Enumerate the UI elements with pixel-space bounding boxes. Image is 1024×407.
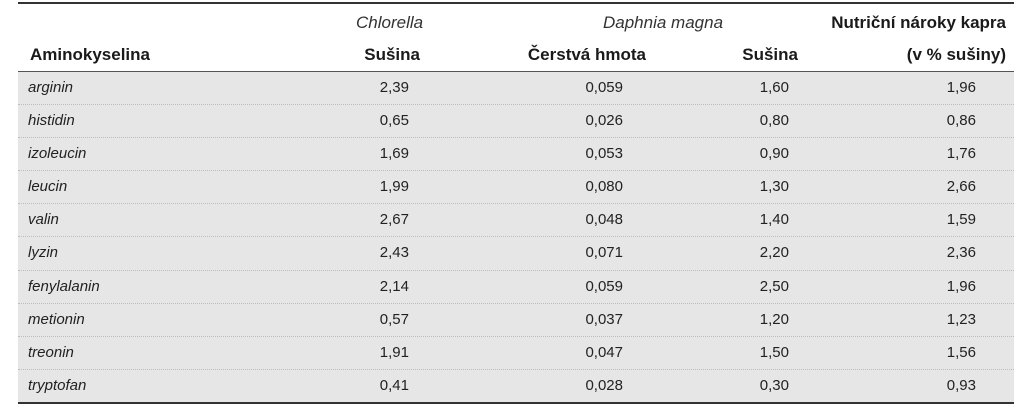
- daphnia-dry-value: 0,30: [759, 376, 789, 394]
- chlorella-dry-value: 0,41: [379, 376, 409, 394]
- daphnia-fresh-value: 0,048: [585, 211, 623, 229]
- carp-needs-value: 2,66: [946, 178, 976, 196]
- daphnia-dry-value: 0,80: [759, 112, 789, 130]
- daphnia-dry-value: 1,50: [759, 343, 789, 361]
- daphnia-fresh-value: 0,047: [585, 343, 623, 361]
- daphnia-dry-value: 2,50: [759, 277, 789, 295]
- chlorella-dry-value: 2,39: [379, 79, 409, 96]
- amino-acid-name: izoleucin: [28, 145, 87, 163]
- header-daphnia-dry: Sušina: [742, 45, 798, 64]
- chlorella-dry-value: 0,57: [379, 310, 409, 328]
- daphnia-fresh-value: 0,059: [585, 277, 623, 295]
- table-row: leucin 1,99 0,080 1,30 2,66: [18, 171, 1014, 205]
- header-group-chlorella: Chlorella: [356, 13, 424, 32]
- chlorella-dry-value: 2,14: [379, 277, 409, 295]
- amino-acid-name: fenylalanin: [28, 277, 100, 295]
- carp-needs-value: 1,59: [946, 211, 976, 229]
- table-bottom-rule: [18, 401, 1014, 404]
- header-group-daphnia: Daphnia magna: [603, 13, 724, 32]
- amino-acid-name: tryptofan: [28, 376, 87, 394]
- daphnia-fresh-value: 0,037: [585, 310, 623, 328]
- amino-acid-table: Chlorella Daphnia magna Nutriční nároky …: [18, 2, 1014, 404]
- amino-acid-name: histidin: [28, 112, 75, 130]
- daphnia-fresh-value: 0,053: [585, 145, 623, 163]
- table-row: treonin 1,91 0,047 1,50 1,56: [18, 337, 1014, 370]
- header-daphnia-fresh: Čerstvá hmota: [527, 45, 646, 64]
- amino-acid-name: treonin: [28, 343, 74, 361]
- table-top-rule: [18, 2, 1014, 4]
- carp-needs-value: 1,96: [946, 79, 976, 96]
- daphnia-dry-value: 0,90: [759, 145, 789, 163]
- table-row: valin 2,67 0,048 1,40 1,59: [18, 204, 1014, 238]
- chlorella-dry-value: 2,43: [379, 244, 409, 262]
- amino-acid-name: arginin: [28, 79, 74, 96]
- table-row: histidin 0,65 0,026 0,80 0,86: [18, 105, 1014, 139]
- header-amino-acid: Aminokyselina: [30, 45, 150, 64]
- table-row: arginin 2,39 0,059 1,60 1,96: [18, 72, 1014, 106]
- carp-needs-value: 0,86: [946, 112, 976, 130]
- chlorella-dry-value: 1,69: [379, 145, 409, 163]
- chlorella-dry-value: 2,67: [379, 211, 409, 229]
- daphnia-fresh-value: 0,080: [585, 178, 623, 196]
- carp-needs-value: 0,93: [946, 376, 976, 394]
- daphnia-dry-value: 1,30: [759, 178, 789, 196]
- carp-needs-value: 1,96: [946, 277, 976, 295]
- table-row: izoleucin 1,69 0,053 0,90 1,76: [18, 138, 1014, 172]
- daphnia-fresh-value: 0,028: [585, 376, 623, 394]
- header-carp-unit: (v % sušiny): [906, 45, 1006, 64]
- carp-needs-value: 1,56: [946, 343, 976, 361]
- daphnia-fresh-value: 0,071: [585, 244, 623, 262]
- carp-needs-value: 1,76: [946, 145, 976, 163]
- amino-acid-name: leucin: [28, 178, 68, 196]
- daphnia-dry-value: 2,20: [759, 244, 789, 262]
- carp-needs-value: 1,23: [946, 310, 976, 328]
- table-row: metionin 0,57 0,037 1,20 1,23: [18, 304, 1014, 337]
- daphnia-dry-value: 1,40: [759, 211, 789, 229]
- table-header: Chlorella Daphnia magna Nutriční nároky …: [18, 4, 1014, 71]
- header-rule: [18, 71, 1014, 72]
- chlorella-dry-value: 0,65: [379, 112, 409, 130]
- chlorella-dry-value: 1,99: [379, 178, 409, 196]
- table-row: fenylalanin 2,14 0,059 2,50 1,96: [18, 271, 1014, 304]
- table-row: lyzin 2,43 0,071 2,20 2,36: [18, 237, 1014, 271]
- table-body: arginin 2,39 0,059 1,60 1,96 histidin 0,65 0,02…: [18, 72, 1014, 402]
- amino-acid-name: metionin: [28, 310, 85, 328]
- amino-acid-name: lyzin: [28, 244, 59, 262]
- amino-acid-name: valin: [28, 211, 59, 229]
- chlorella-dry-value: 1,91: [379, 343, 409, 361]
- daphnia-dry-value: 1,20: [759, 310, 789, 328]
- header-chlorella-dry: Sušina: [364, 45, 420, 64]
- table-row: tryptofan 0,41 0,028 0,30 0,93: [18, 370, 1014, 402]
- header-group-carp-needs: Nutriční nároky kapra: [831, 13, 1006, 32]
- daphnia-dry-value: 1,60: [759, 79, 789, 96]
- daphnia-fresh-value: 0,059: [585, 79, 623, 96]
- carp-needs-value: 2,36: [946, 244, 976, 262]
- daphnia-fresh-value: 0,026: [585, 112, 623, 130]
